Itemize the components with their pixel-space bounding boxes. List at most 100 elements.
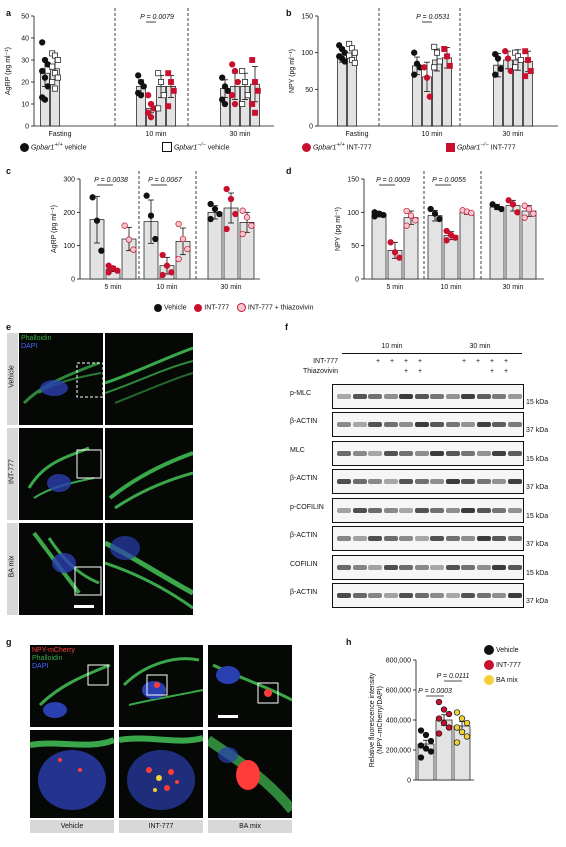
f-blot-band xyxy=(507,479,522,484)
d-data-point xyxy=(443,237,450,244)
f-int-plus-7: + xyxy=(490,358,495,365)
b-data-point xyxy=(492,50,499,58)
c-group-label: 5 min xyxy=(104,284,121,291)
d-data-point xyxy=(436,215,443,223)
e-stain-phalloidin: Phalloidin xyxy=(21,335,52,342)
legend-ab-rest-0: vehicle xyxy=(62,144,87,152)
f-blot-band xyxy=(368,508,382,513)
d-group-label: 30 min xyxy=(502,284,523,291)
a-data-point xyxy=(165,103,172,110)
c-group-label: 30 min xyxy=(220,284,241,291)
d-data-point xyxy=(380,211,387,219)
b-data-point xyxy=(517,57,524,63)
f-blot-membrane xyxy=(332,526,524,551)
f-blot-band xyxy=(461,536,475,541)
f-blot-kda: 15 kDa xyxy=(526,399,549,406)
d-data-point xyxy=(443,227,450,235)
c-data-point xyxy=(232,210,239,218)
c-data-point xyxy=(163,262,171,269)
b-data-point xyxy=(497,65,504,72)
f-blot-band xyxy=(383,451,398,456)
panel-label-c: c xyxy=(6,166,12,176)
a-data-point xyxy=(252,109,258,116)
legend-thiazovivin-icon xyxy=(236,303,246,312)
c-data-point xyxy=(121,222,128,229)
b-data-point xyxy=(421,64,428,71)
g-stain-npy: NPY-mCherry xyxy=(32,647,75,654)
b-data-point xyxy=(446,62,453,69)
f-blot-band xyxy=(476,565,491,570)
f-blot-stack: p-MLC 15 kDa β-ACTIN 37 kDa MLC 15 kDa β-ACTIN… xyxy=(290,383,560,613)
d-data-point xyxy=(521,214,528,221)
panel-label-d: d xyxy=(286,166,292,176)
c-data-point xyxy=(223,185,230,193)
b-data-point xyxy=(504,55,512,62)
legend-cd-label-0: Vehicle xyxy=(163,304,187,312)
panel-e-grid: Phalloidin DAPI xyxy=(19,333,267,615)
h-ylabel: Relative fluorescence intensity xyxy=(369,672,376,767)
micro-e-bamix-overview xyxy=(19,523,103,615)
c-data-point xyxy=(211,205,219,213)
c-data-point xyxy=(89,194,96,201)
f-blot-kda: 15 kDa xyxy=(526,570,549,577)
f-blot-band xyxy=(445,479,460,484)
f-blot-band xyxy=(507,422,522,427)
f-blot-band xyxy=(476,422,491,427)
f-blot-band xyxy=(461,593,475,598)
h-data-point xyxy=(453,709,461,716)
legend-cd-label-2: INT-777 + thiazovivin xyxy=(247,304,314,312)
c-data-point xyxy=(216,210,223,218)
a-data-point xyxy=(147,114,155,121)
a-data-point xyxy=(231,67,239,75)
f-blot-band xyxy=(399,536,413,541)
a-group-label: 30 min xyxy=(229,131,250,138)
f-blot-row: β-ACTIN 37 kDa xyxy=(290,411,560,437)
f-blot-band xyxy=(492,565,506,570)
a-data-point xyxy=(41,96,49,103)
b-group-label: 30 min xyxy=(502,131,523,138)
a-data-point xyxy=(244,92,251,99)
d-data-point xyxy=(371,213,378,220)
a-ytick-label: 10 xyxy=(21,102,29,109)
a-data-point xyxy=(54,57,61,63)
f-blot-band xyxy=(445,536,460,541)
b-ytick-label: 100 xyxy=(301,50,313,57)
legend-ab-item-1: Gpbar1−/− vehicle xyxy=(162,142,229,153)
f-blot-band xyxy=(337,536,351,541)
d-data-point xyxy=(412,217,419,224)
panel-g: NPY-mCherry Phalloidin DAPI xyxy=(30,645,292,833)
legend-h-item-0: Vehicle xyxy=(484,643,521,658)
f-blot-kda: 37 kDa xyxy=(526,598,549,605)
micro-g-vehicle-zoom-image xyxy=(30,737,114,810)
f-blot-band xyxy=(399,565,413,570)
d-bar xyxy=(459,211,475,280)
a-data-point xyxy=(249,101,256,107)
legend-ab-sup-0: +/+ xyxy=(54,142,63,148)
panel-label-h: h xyxy=(346,637,352,647)
micro-g-bamix-zoom-image xyxy=(208,735,292,814)
d-data-point xyxy=(403,222,410,229)
h-data-point xyxy=(417,727,425,734)
micro-e-int777-zoom-image xyxy=(108,451,193,510)
a-data-point xyxy=(239,68,246,74)
d-ylabel: NPY (pg ml⁻¹) xyxy=(335,207,342,251)
e-row-label-box-1: INT-777 xyxy=(7,428,18,520)
f-blot-band xyxy=(383,536,398,541)
e-row-label-box-0: Vehicle xyxy=(7,333,18,425)
f-blot-band xyxy=(368,536,382,541)
a-data-point xyxy=(147,100,155,108)
legend-h: Vehicle INT-777 BA mix xyxy=(484,643,521,688)
b-data-point xyxy=(522,73,529,80)
f-blot-band xyxy=(445,451,460,456)
a-data-point xyxy=(160,92,167,99)
f-blot-name: p-MLC xyxy=(290,390,312,397)
micro-g-int777-zoom xyxy=(119,730,203,818)
legend-h-item-2: BA mix xyxy=(484,673,521,688)
h-data-point xyxy=(435,730,443,737)
f-int-plus-2: + xyxy=(390,358,395,365)
f-blot-band xyxy=(445,394,460,399)
a-data-point xyxy=(242,79,248,85)
f-thz-plus-3: + xyxy=(490,368,495,375)
f-blot-band xyxy=(352,565,367,570)
f-int-plus-3: + xyxy=(404,358,409,365)
